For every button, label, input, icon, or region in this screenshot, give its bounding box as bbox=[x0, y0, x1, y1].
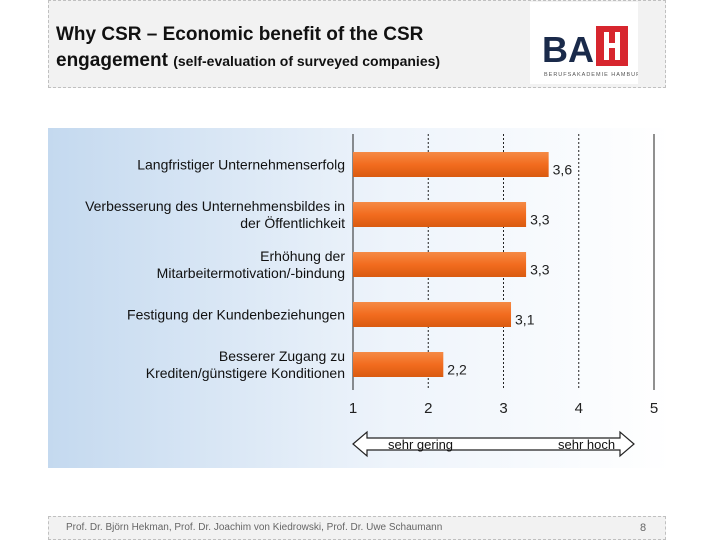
bar bbox=[353, 152, 549, 177]
bar bbox=[353, 352, 444, 377]
title-main: engagement bbox=[56, 50, 168, 71]
x-tick-label: 1 bbox=[349, 400, 357, 417]
category-label: Festigung der Kundenbeziehungen bbox=[127, 307, 345, 323]
x-tick-label: 2 bbox=[424, 400, 432, 417]
bar bbox=[353, 252, 527, 277]
category-label: Langfristiger Unternehmenserfolg bbox=[137, 157, 345, 173]
title-line-1: Why CSR – Economic benefit of the CSR bbox=[56, 24, 424, 45]
page-title: Why CSR – Economic benefit of the CSR en… bbox=[56, 22, 440, 74]
logo-tagline: BERUFSAKADEMIE HAMBURG bbox=[544, 72, 638, 78]
bar-value-label: 3,3 bbox=[530, 262, 550, 278]
category-label: Erhöhung der Mitarbeitermotivation/-bindu… bbox=[157, 248, 346, 281]
footer-authors: Prof. Dr. Björn Hekman, Prof. Dr. Joachi… bbox=[66, 522, 443, 533]
chart: 3,6 Langfristiger Unternehmenserfolg 3,3 Ve… bbox=[48, 128, 672, 468]
x-tick-label: 5 bbox=[650, 400, 658, 417]
bar-value-label: 3,6 bbox=[553, 162, 573, 178]
bar-value-label: 3,3 bbox=[530, 212, 550, 228]
scale-low-label: sehr gering bbox=[388, 437, 453, 452]
scale-high-label: sehr hoch bbox=[558, 437, 615, 452]
bar-chart: 3,6 Langfristiger Unternehmenserfolg 3,3 Ve… bbox=[48, 128, 672, 468]
page-number: 8 bbox=[640, 522, 647, 534]
bar-value-label: 3,1 bbox=[515, 312, 535, 328]
x-tick-label: 3 bbox=[499, 400, 507, 417]
title-subtitle: (self-evaluation of surveyed companies) bbox=[173, 53, 441, 69]
chart-background bbox=[48, 128, 672, 468]
scale-arrow bbox=[352, 430, 635, 458]
bar bbox=[353, 202, 527, 227]
bar-value-label: 2,2 bbox=[447, 362, 467, 378]
category-label: Verbesserung des Unternehmensbildes in de… bbox=[85, 198, 345, 231]
category-label: Besserer Zugang zu Krediten/günstigere Ko… bbox=[146, 348, 345, 381]
x-tick-label: 4 bbox=[575, 400, 583, 417]
bar bbox=[353, 302, 512, 327]
title-line-2: engagement (self-evaluation of surveyed … bbox=[56, 48, 440, 74]
logo-letters: BA bbox=[542, 29, 594, 70]
bah-logo: BA BERUFSAKADEMIE HAMBURG bbox=[530, 2, 638, 84]
